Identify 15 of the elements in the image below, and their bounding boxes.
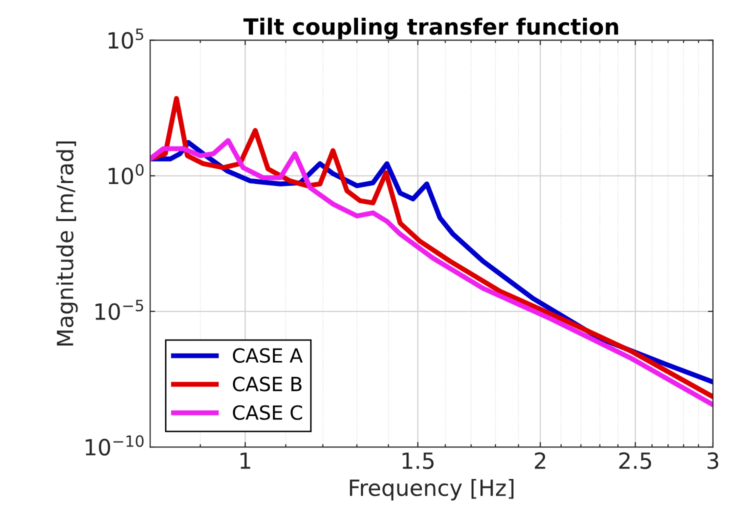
y-axis-title: Magnitude [m/rad] [56,141,78,346]
x-tick-label: 1.5 [402,452,434,470]
x-axis-title: Frequency [Hz] [350,478,514,500]
x-tick-label: 2 [534,452,546,469]
y-tick-label: 10$^{5}$ [108,28,144,49]
y-tick-label: 10$^{0}$ [108,164,144,184]
legend-label: CASE C [232,405,302,420]
chart-title: Tilt coupling transfer function [243,18,618,40]
legend-label: CASE B [232,376,302,392]
legend-label: CASE A [232,348,303,363]
x-tick-label: 1 [240,452,250,469]
y-tick-label: 10$^{−10}$ [86,435,144,456]
x-tick-label: 2.5 [619,452,652,470]
x-tick-label: 3 [708,452,718,470]
y-tick-label: 10$^{−5}$ [96,300,144,320]
